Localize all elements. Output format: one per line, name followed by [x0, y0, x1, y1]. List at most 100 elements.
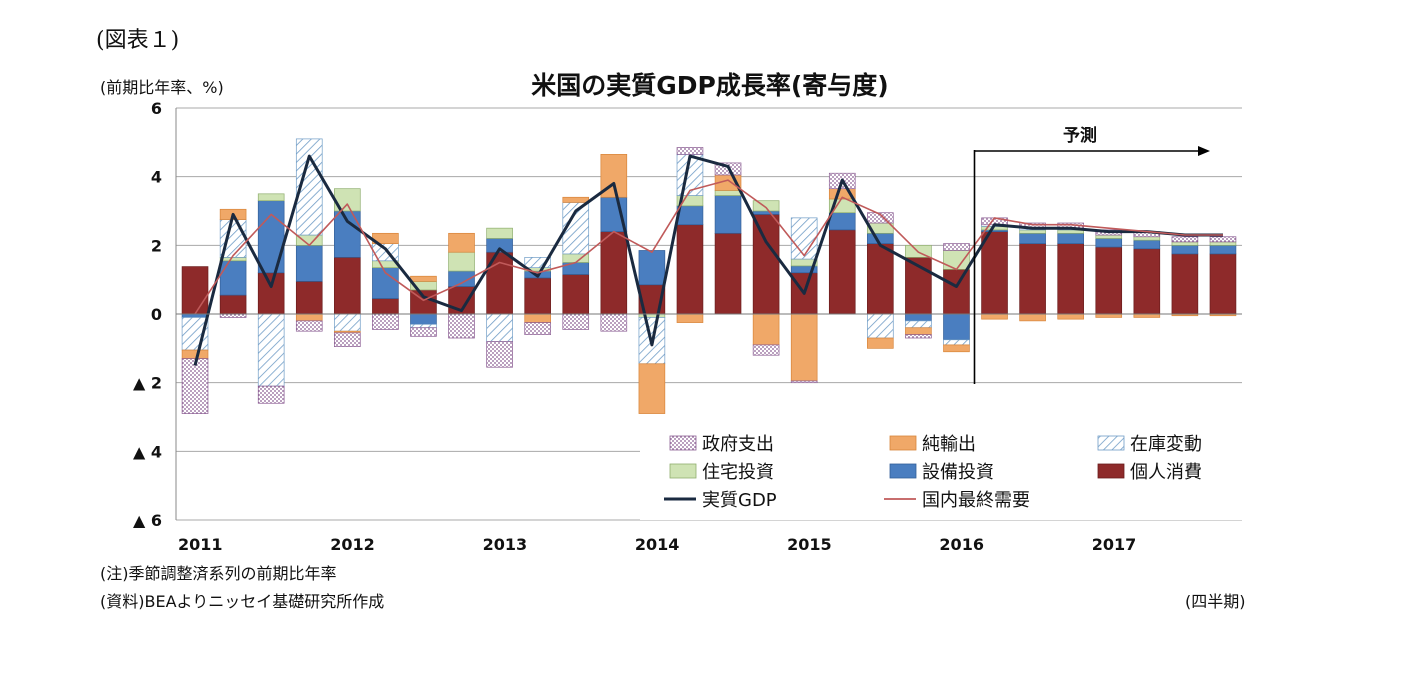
bar-inventory-2013Q1 — [486, 313, 513, 342]
bar-consumption-2016Q1 — [943, 269, 970, 315]
figure-label: (図表１) — [96, 28, 180, 53]
legend-label-residential: 住宅投資 — [702, 462, 774, 483]
bar-residential-2014Q4 — [752, 200, 780, 212]
bar-investment-2011Q2 — [219, 260, 247, 296]
y-tick-label: ▲ 6 — [133, 511, 162, 530]
bar-gov-2011Q4 — [295, 320, 323, 332]
legend-label-investment: 設備投資 — [922, 462, 994, 483]
y-tick-label: 6 — [151, 99, 162, 118]
bar-netexp-2014Q4 — [752, 313, 780, 346]
bar-gov-2012Q1 — [334, 332, 361, 347]
bar-netexp-2016Q4 — [1057, 313, 1084, 320]
bar-netexp-2015Q1 — [790, 313, 818, 382]
forecast-arrowhead — [1198, 146, 1210, 156]
bar-consumption-2011Q4 — [295, 281, 323, 315]
legend-swatch-residential — [669, 463, 697, 479]
bar-investment-2011Q4 — [295, 244, 323, 282]
y-tick-label: ▲ 2 — [133, 374, 162, 393]
bar-inventory-2015Q3 — [867, 313, 894, 339]
forecast-label: 予測 — [1063, 125, 1097, 146]
bar-gov-2015Q4 — [905, 334, 932, 339]
bar-netexp-2015Q3 — [867, 337, 894, 349]
bar-gov-2011Q3 — [257, 385, 285, 404]
bar-inventory-2015Q1 — [790, 217, 818, 260]
bar-gov-2013Q1 — [486, 341, 513, 368]
bar-netexp-2017Q1 — [1095, 313, 1123, 318]
bar-consumption-2014Q3 — [714, 232, 742, 315]
bar-gov-2015Q3 — [867, 212, 894, 224]
legend-swatch-inventory — [1097, 435, 1125, 451]
x-year-label-2013: 2013 — [483, 535, 528, 554]
legend-label-inventory: 在庫変動 — [1130, 434, 1202, 455]
bar-netexp-2016Q3 — [1019, 313, 1046, 322]
bar-investment-2015Q4 — [905, 313, 932, 322]
bar-gov-2013Q3 — [562, 313, 590, 330]
bar-consumption-2016Q2 — [981, 231, 1008, 315]
bar-residential-2011Q2 — [219, 257, 247, 262]
bar-residential-2012Q4 — [448, 251, 475, 272]
series-lines — [193, 154, 1223, 366]
bar-netexp-2012Q4 — [448, 232, 475, 253]
bar-inventory-2015Q4 — [905, 320, 932, 329]
line-gdp_line — [193, 154, 1223, 366]
bar-consumption-2016Q4 — [1057, 243, 1084, 315]
x-year-label-2016: 2016 — [939, 535, 984, 554]
bar-consumption-2011Q1 — [181, 266, 209, 315]
bar-investment-2012Q1 — [334, 210, 361, 258]
y-tick-label: 2 — [151, 236, 162, 255]
legend-swatch-netexp — [889, 435, 917, 451]
bar-investment-2016Q3 — [1019, 232, 1046, 244]
bar-netexp-2011Q1 — [181, 349, 209, 359]
bar-investment-2016Q4 — [1057, 232, 1084, 244]
bar-residential-2016Q3 — [1019, 229, 1046, 234]
chart-source: (資料)BEAよりニッセイ基礎研究所作成 — [100, 592, 385, 611]
bar-residential-2014Q3 — [714, 190, 742, 196]
bar-consumption-2011Q3 — [257, 272, 285, 315]
bar-gov-2013Q4 — [600, 313, 628, 332]
bar-consumption-2013Q4 — [600, 231, 628, 315]
bar-consumption-2013Q2 — [524, 277, 551, 315]
bar-gov-2016Q1 — [943, 243, 970, 251]
bar-gov-2011Q2 — [219, 313, 247, 318]
legend-label-netexp: 純輸出 — [922, 434, 976, 455]
bar-netexp-2015Q4 — [905, 327, 932, 335]
bar-netexp-2014Q1 — [638, 363, 666, 414]
bar-inventory-2012Q3 — [410, 323, 437, 329]
bar-netexp-2016Q2 — [981, 313, 1008, 320]
bar-inventory-2012Q1 — [334, 313, 361, 332]
forecast-marker: 予測 — [973, 125, 1210, 384]
bar-inventory-2016Q1 — [943, 339, 970, 346]
bar-consumption-2017Q4 — [1209, 253, 1237, 315]
bar-investment-2017Q3 — [1171, 244, 1199, 255]
bar-gov-2011Q1 — [181, 358, 209, 414]
bar-residential-2017Q1 — [1095, 234, 1123, 239]
bar-gov-2017Q4 — [1209, 236, 1237, 243]
bar-investment-2014Q1 — [638, 250, 666, 286]
bar-consumption-2013Q3 — [562, 274, 590, 315]
line-domestic_line — [194, 179, 1223, 315]
x-year-label-2015: 2015 — [787, 535, 832, 554]
y-tick-label: ▲ 4 — [133, 442, 162, 461]
bar-consumption-2017Q2 — [1133, 248, 1161, 315]
bar-consumption-2011Q2 — [219, 294, 247, 315]
legend-label-gdp_line: 実質GDP — [702, 490, 777, 511]
bar-residential-2017Q3 — [1171, 241, 1199, 246]
legend-label-gov: 政府支出 — [702, 434, 774, 455]
bar-inventory-2013Q2 — [524, 257, 551, 269]
bar-investment-2011Q3 — [257, 200, 285, 274]
bar-gov-2012Q2 — [372, 313, 399, 330]
bar-residential-2017Q4 — [1209, 241, 1237, 246]
bar-investment-2012Q3 — [410, 313, 437, 325]
bar-inventory-2011Q3 — [257, 313, 285, 387]
chart-title: 米国の実質GDP成長率(寄与度) — [531, 71, 889, 100]
bar-consumption-2016Q3 — [1019, 243, 1046, 315]
bar-investment-2015Q3 — [867, 232, 894, 244]
x-year-label-2014: 2014 — [635, 535, 680, 554]
bar-consumption-2014Q4 — [752, 214, 780, 315]
y-tick-label: 4 — [151, 168, 162, 187]
x-axis-unit-label: (四半期) — [1185, 592, 1246, 611]
bar-consumption-2017Q3 — [1171, 253, 1199, 315]
bar-residential-2016Q1 — [943, 250, 970, 270]
bar-netexp-2014Q2 — [676, 313, 704, 323]
